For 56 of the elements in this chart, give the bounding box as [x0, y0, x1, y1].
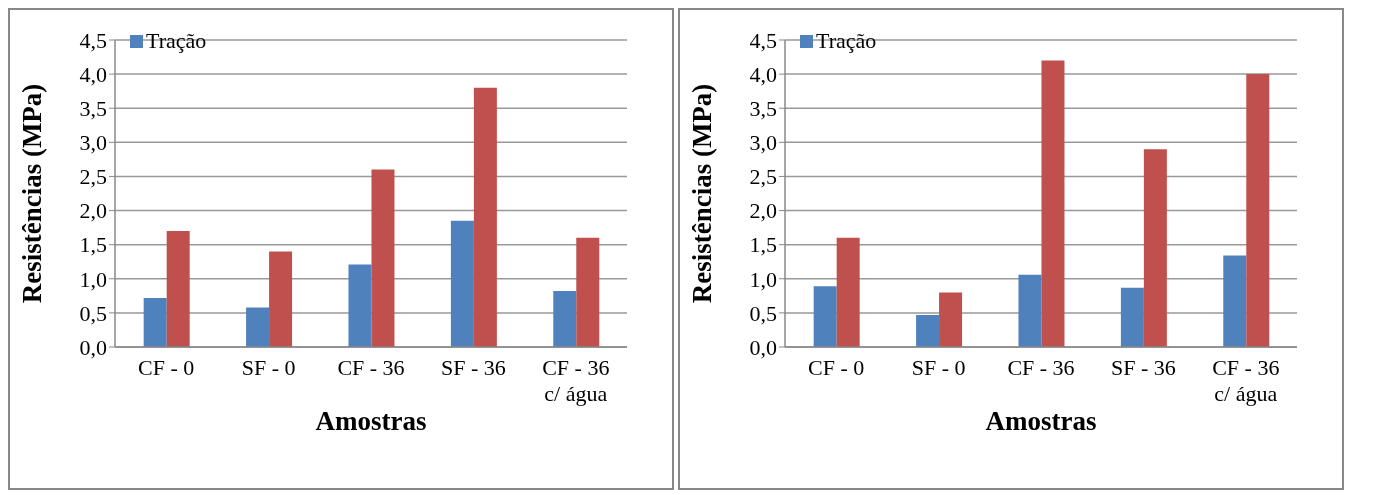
bar [1246, 74, 1270, 347]
bar [939, 292, 963, 347]
y-tick-label: 3,0 [79, 130, 107, 156]
bar [348, 264, 372, 347]
y-tick-label: 0,5 [749, 300, 777, 326]
y-tick-label: 4,5 [79, 27, 107, 53]
x-tick-label: CF - 36 c/ água [1212, 355, 1280, 406]
y-tick-label: 1,5 [749, 232, 777, 258]
bar [1143, 149, 1167, 347]
y-tick-label: 4,0 [749, 61, 777, 87]
x-tick-label: CF - 0 [138, 355, 195, 380]
bar [1018, 274, 1042, 347]
x-tick-label: CF - 36 [337, 355, 405, 380]
bar [166, 231, 190, 347]
y-tick-label: 2,5 [749, 164, 777, 190]
x-axis-title: Amostras [985, 406, 1097, 436]
x-tick-label: SF - 36 [1111, 355, 1176, 380]
y-tick-label: 3,5 [79, 96, 107, 122]
bar [916, 314, 940, 347]
legend-label: Tração [815, 28, 877, 54]
y-tick-label: 3,5 [749, 96, 777, 122]
x-tick-label: SF - 36 [441, 355, 506, 380]
legend-label: Tração [145, 28, 207, 54]
bar [371, 169, 395, 347]
y-tick-label: 2,0 [79, 198, 107, 224]
y-tick-label: 3,0 [749, 130, 777, 156]
bar [576, 237, 600, 347]
bar [1223, 255, 1247, 347]
bar [473, 87, 497, 347]
bar [246, 307, 270, 347]
bar [450, 220, 474, 347]
x-tick-label: SF - 0 [241, 355, 296, 380]
y-tick-label: 0,0 [749, 334, 777, 360]
y-tick-label: 4,5 [749, 27, 777, 53]
bar [813, 286, 837, 347]
bar [269, 251, 293, 347]
y-tick-label: 2,0 [749, 198, 777, 224]
y-tick-label: 1,0 [749, 266, 777, 292]
x-tick-label: CF - 36 c/ água [542, 355, 610, 406]
bar [553, 291, 577, 347]
y-tick-label: 0,5 [79, 300, 107, 326]
x-axis-title: Amostras [315, 406, 427, 436]
bar [1041, 60, 1065, 347]
x-tick-label: SF - 0 [911, 355, 966, 380]
bar [143, 297, 167, 347]
y-tick-label: 0,0 [79, 334, 107, 360]
y-tick-label: 2,5 [79, 164, 107, 190]
bar [836, 237, 860, 347]
bar [1120, 287, 1144, 347]
y-tick-label: 4,0 [79, 61, 107, 87]
x-tick-label: CF - 36 [1007, 355, 1075, 380]
x-tick-label: CF - 0 [808, 355, 865, 380]
y-axis-title: Resistências (MPa) [686, 83, 717, 304]
y-tick-label: 1,5 [79, 232, 107, 258]
y-axis-title: Resistências (MPa) [16, 83, 47, 304]
y-tick-label: 1,0 [79, 266, 107, 292]
